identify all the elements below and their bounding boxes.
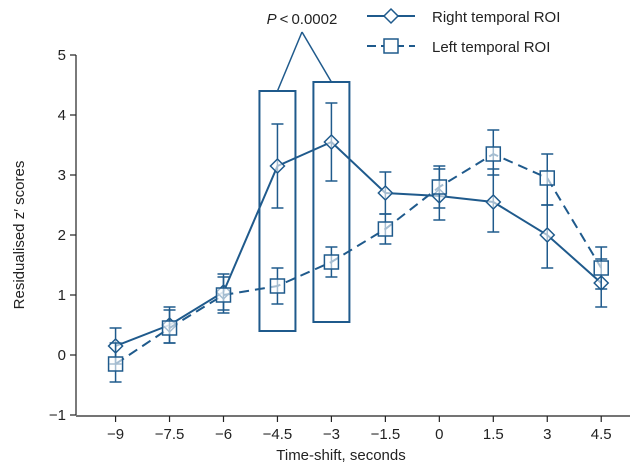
x-tick-label: −6 [215, 426, 232, 443]
data-point-square [269, 278, 286, 294]
annotation-text: P < 0.0002 [267, 11, 338, 28]
data-point-square [431, 179, 448, 195]
y-tick-label: −1 [49, 407, 66, 424]
y-tick-label: 3 [58, 167, 66, 184]
data-point-diamond [539, 226, 556, 244]
series-line [115, 152, 603, 365]
y-tick-label: 1 [58, 287, 66, 304]
x-tick-label: −7.5 [155, 426, 185, 443]
y-tick-label: 4 [58, 107, 66, 124]
x-tick-label: −3 [323, 426, 340, 443]
series-left-temporal [107, 129, 609, 383]
x-tick-label: −1.5 [371, 426, 401, 443]
x-tick-label: 0 [435, 426, 443, 443]
y-tick-label: 5 [58, 47, 66, 64]
y-tick-label: 2 [58, 227, 66, 244]
data-point-square [539, 170, 556, 186]
legend-item-left: Left temporal ROI [367, 38, 550, 56]
annotation-p-value: < 0.0002 [277, 11, 338, 28]
x-tick-label: −4.5 [263, 426, 293, 443]
annotation-connector [301, 31, 333, 83]
annotation-connector [276, 31, 303, 92]
y-tick-label: 0 [58, 347, 66, 364]
data-point-diamond [377, 184, 394, 202]
x-tick-label: 1.5 [483, 426, 504, 443]
annotation-p-symbol: P [267, 11, 277, 28]
x-axis-title: Time-shift, seconds [276, 447, 406, 464]
x-tick-label: 3 [543, 426, 551, 443]
data-point-square [377, 221, 394, 237]
y-axis-title: Residualised z′ scores [11, 161, 28, 310]
legend: Right temporal ROI Left temporal ROI [367, 7, 560, 56]
data-point-square [323, 254, 340, 270]
data-point-square [593, 260, 609, 276]
x-tick-label: 4.5 [591, 426, 612, 443]
data-point-diamond [485, 193, 502, 211]
legend-item-right: Right temporal ROI [367, 7, 560, 26]
data-point-square [215, 287, 232, 303]
series-right-temporal [107, 102, 610, 365]
series-layer [107, 102, 610, 383]
x-tick-label: −9 [107, 426, 124, 443]
data-point-square [107, 356, 124, 372]
data-point-square [161, 320, 178, 336]
legend-marker-left-square-icon [383, 38, 399, 54]
significance-annotation: P < 0.0002 [267, 11, 338, 28]
axes: −1 0 1 2 3 4 5 −9 −7.5 −6 −4.5 −3 −1.5 0 1.5 3 4.5 Time-s… [11, 47, 630, 464]
data-point-square [485, 146, 502, 162]
legend-marker-right-diamond-icon [382, 7, 400, 25]
data-point-diamond [269, 157, 286, 175]
series-line [115, 140, 602, 347]
legend-label-left: Left temporal ROI [432, 39, 550, 56]
significance-highlights [258, 31, 351, 332]
legend-label-right: Right temporal ROI [432, 9, 560, 26]
data-point-diamond [323, 133, 340, 151]
